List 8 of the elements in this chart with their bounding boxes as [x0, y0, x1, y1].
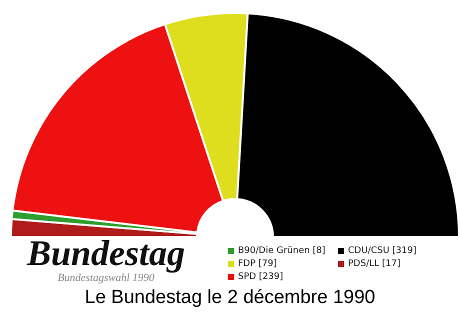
legend-label: FDP [79] — [238, 259, 277, 269]
legend-label: PDS/LL [17] — [348, 259, 400, 269]
legend-label: SPD [239] — [238, 272, 284, 282]
legend-label: B90/Die Grünen [8] — [238, 246, 326, 256]
text: Bundestag — [26, 232, 186, 273]
text: Le Bundestag le 2 décembre 1990 — [84, 287, 376, 309]
legend-label: CDU/CSU [319] — [348, 246, 416, 256]
text: Bundestagswahl 1990 — [58, 272, 154, 284]
